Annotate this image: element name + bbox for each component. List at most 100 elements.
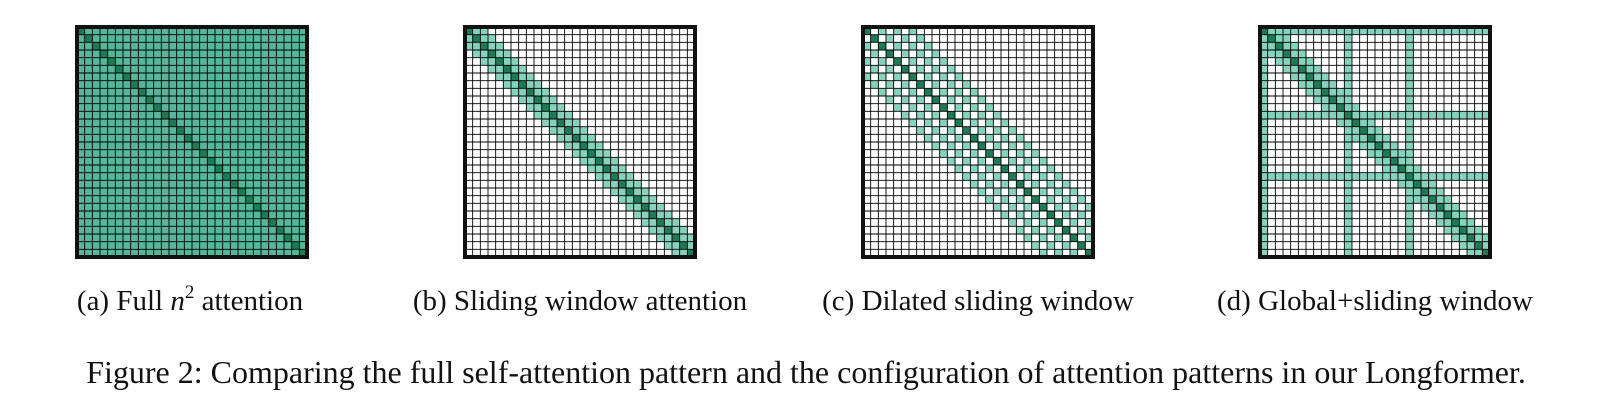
attention-cell bbox=[472, 241, 481, 250]
attention-cell bbox=[169, 42, 177, 50]
attention-cell bbox=[1016, 172, 1024, 181]
attention-cell bbox=[664, 65, 672, 73]
attention-cell bbox=[1085, 218, 1093, 227]
attention-cell bbox=[253, 172, 261, 181]
attention-cell bbox=[939, 103, 948, 112]
attention-cell bbox=[253, 234, 261, 242]
attention-cell bbox=[679, 157, 688, 165]
attention-cell bbox=[1390, 42, 1398, 50]
attention-cell bbox=[77, 80, 85, 89]
attention-cell bbox=[1085, 234, 1093, 242]
attention-cell bbox=[939, 180, 948, 188]
attention-cell bbox=[603, 157, 611, 165]
attention-cell bbox=[993, 27, 1001, 35]
attention-cell bbox=[626, 111, 634, 119]
attention-cell bbox=[92, 65, 100, 73]
attention-cell bbox=[161, 203, 169, 211]
attention-cell bbox=[641, 226, 649, 234]
attention-cell bbox=[672, 203, 680, 211]
attention-cell bbox=[245, 103, 254, 112]
attention-cell bbox=[92, 42, 100, 50]
attention-cell bbox=[878, 27, 886, 35]
attention-cell bbox=[656, 203, 665, 211]
attention-cell bbox=[472, 188, 481, 196]
attention-cell bbox=[261, 249, 269, 257]
attention-cell bbox=[1267, 203, 1276, 211]
attention-cell bbox=[633, 211, 642, 219]
attention-cell bbox=[176, 203, 185, 211]
attention-cell bbox=[495, 103, 504, 112]
attention-cell bbox=[649, 34, 657, 43]
attention-cell bbox=[222, 142, 231, 150]
attention-cell bbox=[92, 203, 100, 211]
attention-cell bbox=[1070, 203, 1078, 211]
attention-cell bbox=[184, 111, 192, 119]
attention-cell bbox=[503, 88, 511, 96]
attention-cell bbox=[687, 142, 695, 150]
attention-cell bbox=[633, 234, 642, 242]
attention-cell bbox=[291, 134, 300, 142]
attention-cell bbox=[503, 195, 511, 204]
attention-cell bbox=[595, 50, 603, 58]
attention-cell bbox=[518, 27, 527, 35]
attention-cell bbox=[932, 180, 940, 188]
attention-cell bbox=[1077, 96, 1086, 104]
attention-cell bbox=[564, 218, 573, 227]
attention-cell bbox=[199, 218, 208, 227]
attention-cell bbox=[1398, 188, 1406, 196]
attention-cell bbox=[549, 119, 557, 127]
attention-cell bbox=[1390, 188, 1398, 196]
attention-cell bbox=[84, 50, 93, 58]
attention-cell bbox=[1352, 241, 1360, 250]
attention-cell bbox=[1336, 119, 1345, 127]
attention-cell bbox=[1367, 73, 1375, 81]
attention-cell bbox=[100, 142, 108, 150]
attention-cell bbox=[207, 27, 215, 35]
attention-cell bbox=[893, 157, 902, 165]
attention-cell bbox=[955, 203, 963, 211]
attention-cell bbox=[1421, 65, 1429, 73]
attention-cell bbox=[939, 203, 948, 211]
attention-cell bbox=[1444, 142, 1452, 150]
attention-cell bbox=[679, 241, 688, 250]
attention-cell bbox=[138, 165, 146, 173]
attention-cell bbox=[176, 249, 185, 257]
attention-cell bbox=[1016, 203, 1024, 211]
attention-cell bbox=[511, 195, 519, 204]
attention-cell bbox=[679, 80, 688, 89]
attention-cell bbox=[978, 211, 986, 219]
attention-cell bbox=[1329, 157, 1337, 165]
attention-cell bbox=[603, 96, 611, 104]
attention-cell bbox=[886, 119, 894, 127]
attention-cell bbox=[1016, 249, 1024, 257]
attention-cell bbox=[1428, 165, 1437, 173]
attention-cell bbox=[962, 134, 971, 142]
attention-cell bbox=[1313, 27, 1322, 35]
attention-cell bbox=[886, 157, 894, 165]
attention-cell bbox=[1062, 119, 1070, 127]
attention-cell bbox=[557, 34, 565, 43]
attention-cell bbox=[100, 134, 108, 142]
attention-cell bbox=[238, 65, 246, 73]
attention-cell bbox=[572, 103, 580, 112]
attention-cell bbox=[1421, 218, 1429, 227]
attention-cell bbox=[488, 180, 496, 188]
attention-cell bbox=[291, 211, 300, 219]
attention-cell bbox=[626, 241, 634, 250]
attention-cell bbox=[901, 126, 909, 135]
attention-cell bbox=[1398, 50, 1406, 58]
attention-cell bbox=[672, 241, 680, 250]
attention-cell bbox=[916, 157, 925, 165]
attention-cell bbox=[230, 195, 238, 204]
attention-cell bbox=[503, 134, 511, 142]
attention-cell bbox=[169, 119, 177, 127]
attention-cell bbox=[870, 165, 879, 173]
attention-cell bbox=[123, 249, 131, 257]
attention-cell bbox=[495, 218, 504, 227]
attention-cell bbox=[176, 34, 185, 43]
attention-cell bbox=[534, 42, 542, 50]
attention-cell bbox=[1298, 241, 1306, 250]
full-attention-matrix bbox=[75, 25, 309, 259]
attention-cell bbox=[215, 226, 223, 234]
attention-cell bbox=[633, 203, 642, 211]
